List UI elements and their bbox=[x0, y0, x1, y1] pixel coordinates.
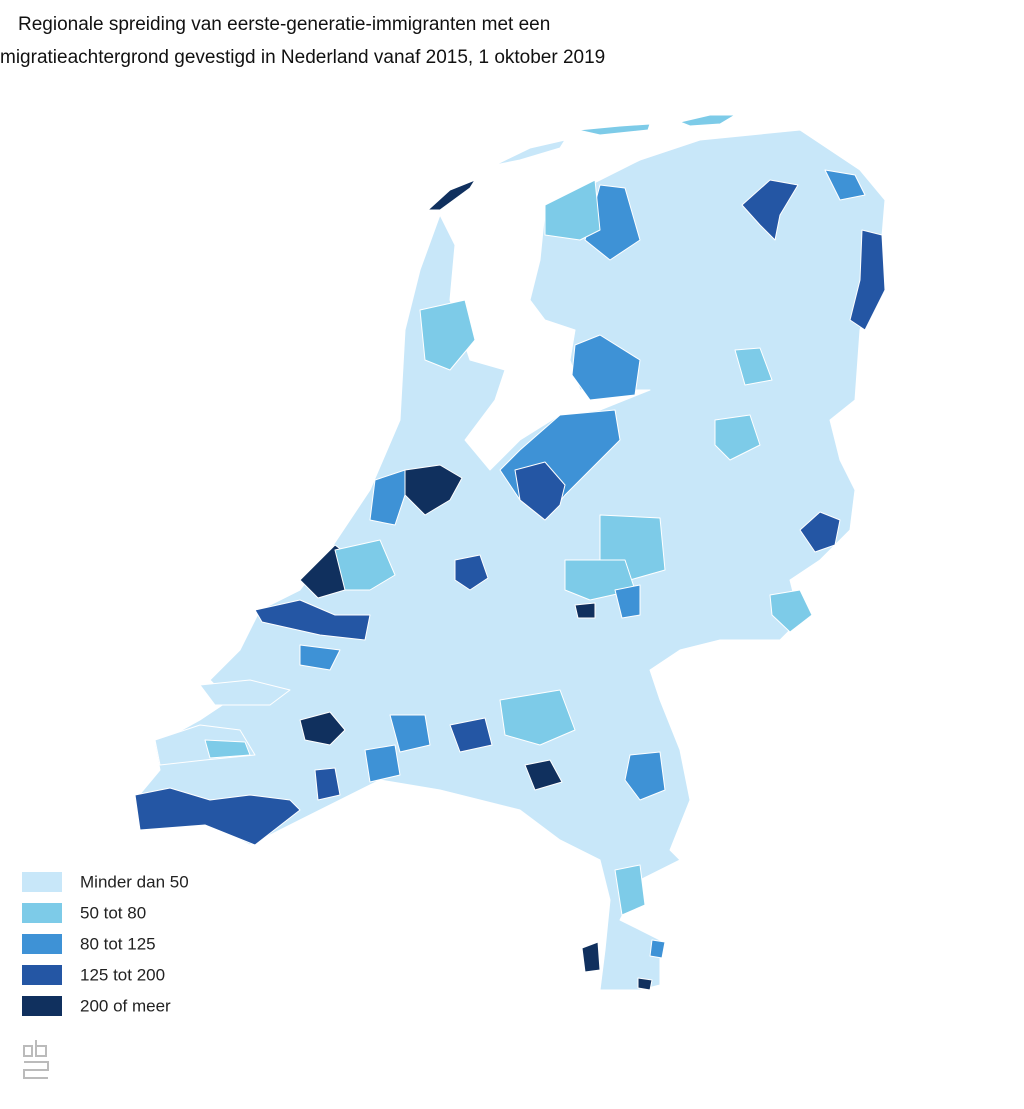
legend-label: 125 tot 200 bbox=[80, 965, 165, 984]
region bbox=[427, 179, 476, 211]
legend: Minder dan 50 50 tot 80 80 tot 125 125 tot … bbox=[22, 872, 189, 1016]
region bbox=[679, 114, 736, 127]
region bbox=[299, 644, 341, 671]
region bbox=[494, 139, 566, 166]
title-line: Regionale spreiding van eerste-generatie… bbox=[18, 14, 550, 35]
region bbox=[637, 977, 653, 991]
region bbox=[824, 169, 866, 201]
cbs-logo bbox=[23, 1040, 49, 1079]
region bbox=[624, 751, 666, 801]
region bbox=[614, 864, 646, 916]
region bbox=[614, 584, 641, 619]
region bbox=[499, 689, 576, 746]
legend-swatch bbox=[22, 965, 62, 985]
legend-swatch bbox=[22, 872, 62, 892]
region bbox=[581, 941, 601, 973]
region bbox=[741, 179, 799, 241]
region bbox=[769, 589, 813, 633]
legend-label: 50 tot 80 bbox=[80, 903, 146, 922]
legend-label: 200 of meer bbox=[80, 996, 171, 1015]
map bbox=[134, 114, 886, 991]
region bbox=[574, 602, 596, 619]
region bbox=[544, 179, 601, 241]
region bbox=[649, 939, 666, 959]
region bbox=[524, 759, 563, 791]
region bbox=[571, 334, 641, 401]
region bbox=[254, 599, 371, 641]
region bbox=[199, 679, 291, 706]
region bbox=[134, 129, 886, 991]
region bbox=[454, 554, 489, 591]
region bbox=[849, 229, 886, 331]
legend-swatch bbox=[22, 934, 62, 954]
region bbox=[314, 767, 341, 801]
legend-label: Minder dan 50 bbox=[80, 872, 189, 891]
region bbox=[334, 539, 396, 591]
title-line: migratieachtergrond gevestigd in Nederla… bbox=[0, 47, 605, 68]
legend-swatch bbox=[22, 996, 62, 1016]
region bbox=[799, 511, 841, 553]
region bbox=[419, 299, 476, 371]
region bbox=[514, 461, 566, 521]
region bbox=[714, 414, 761, 461]
region bbox=[204, 739, 251, 759]
legend-swatch bbox=[22, 903, 62, 923]
region bbox=[299, 711, 346, 746]
region bbox=[449, 717, 493, 753]
region bbox=[364, 744, 401, 783]
region bbox=[389, 714, 431, 753]
region bbox=[734, 347, 773, 386]
region bbox=[134, 787, 301, 846]
legend-label: 80 tot 125 bbox=[80, 934, 156, 953]
region bbox=[369, 469, 406, 526]
region bbox=[577, 123, 651, 136]
